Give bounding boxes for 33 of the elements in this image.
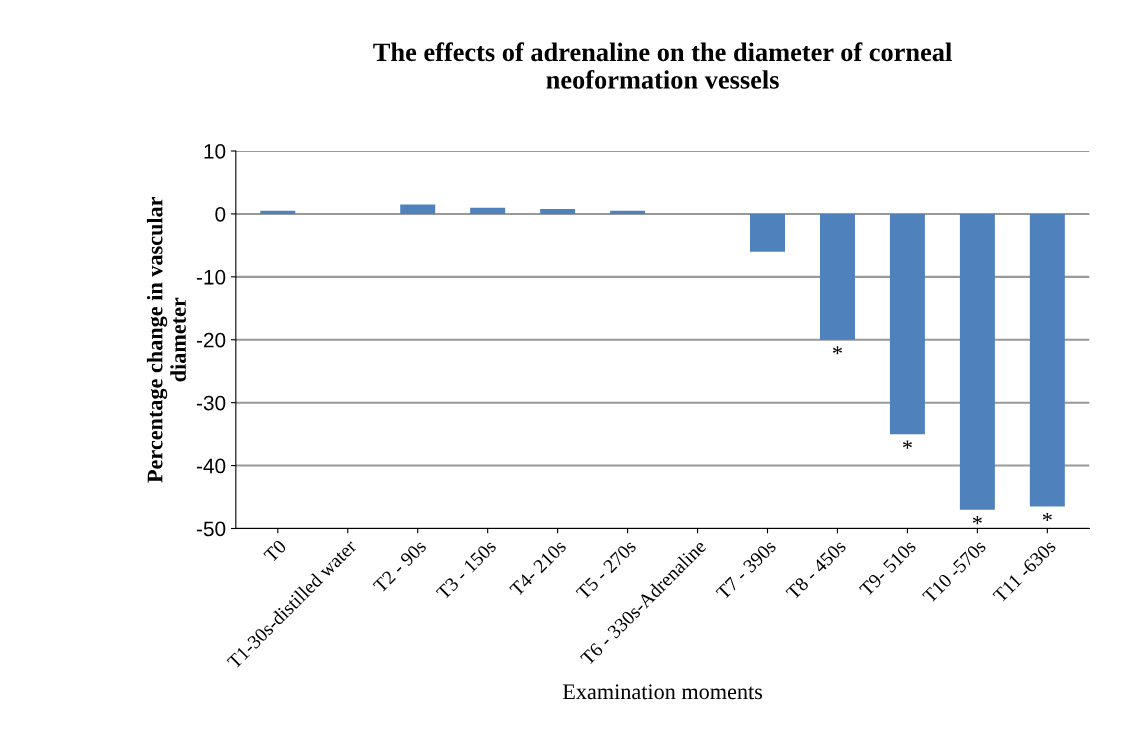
annotation: * [832,346,842,355]
y-tick-label: 10 [204,144,226,159]
x-tick-label: T3 - 150s [435,539,497,601]
bar [260,210,296,214]
x-tick-label: T0 [263,539,287,563]
y-tick-label: -40 [196,458,226,474]
x-tick-label: T2 - 90s [372,539,427,594]
bar [470,207,506,214]
y-axis-title: Percentage change in vascular diameter [146,196,186,483]
x-axis-title: Examination moments [562,684,763,700]
x-tick-label: T8 - 450s [785,539,847,601]
bar [400,204,436,214]
bar [959,213,995,510]
bar [889,213,925,435]
y-tick-label: -50 [196,521,226,537]
annotation: * [1042,512,1052,522]
bar [610,210,646,214]
y-tick-label: -10 [196,269,226,285]
bar [540,208,576,214]
bar [750,213,785,252]
bar [1029,213,1065,507]
x-tick-label: T9- 510s [858,539,917,597]
x-tick-label: T11 -630s [992,539,1057,604]
annotation: * [902,440,912,449]
y-tick-label: -20 [196,332,226,348]
x-tick-label: T10 -570s [921,539,987,604]
y-tick-label: 0 [215,206,226,222]
y-tick-label: -30 [196,395,226,411]
x-tick-label: T4- 210s [509,539,567,597]
chart-title: The effects of adrenaline on the diameter of corneal neoformation vessels [373,42,952,89]
annotation: * [972,516,982,525]
x-tick-label: T7 - 390s [715,539,777,601]
bar [819,213,855,340]
